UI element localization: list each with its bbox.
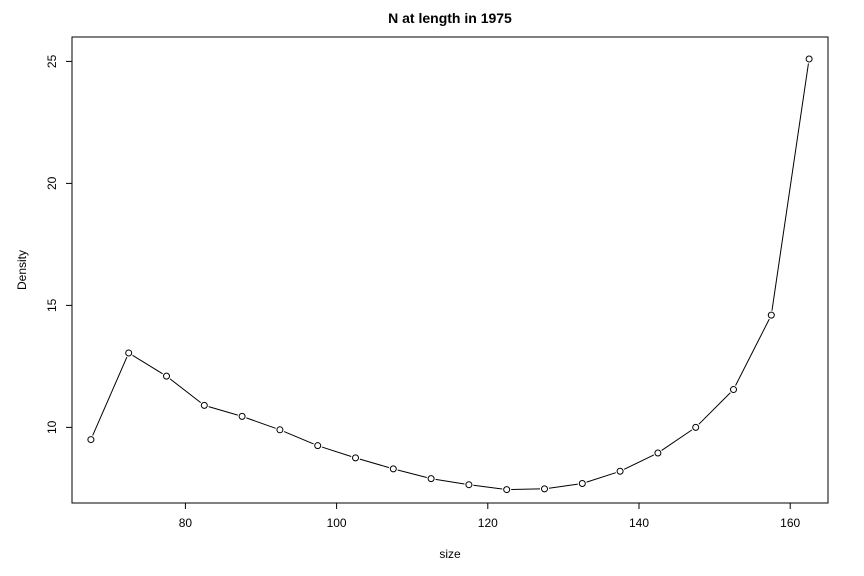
data-point <box>730 386 737 394</box>
line-segment <box>473 484 503 490</box>
line-segment <box>698 392 731 425</box>
data-point <box>616 467 624 475</box>
chart-title: N at length in 1975 <box>388 10 512 26</box>
line-segment <box>623 454 655 470</box>
data-point <box>503 486 511 494</box>
x-tick-label: 80 <box>179 516 193 530</box>
x-tick-label: 100 <box>327 516 347 530</box>
y-tick-label: 25 <box>45 54 59 68</box>
line-segment <box>548 483 578 489</box>
y-tick-label: 15 <box>45 298 59 312</box>
line-segment <box>132 354 163 375</box>
data-point <box>578 479 586 487</box>
data-point <box>654 449 662 457</box>
x-tick-label: 160 <box>780 516 800 530</box>
line-segment <box>771 63 809 311</box>
data-point <box>427 475 435 483</box>
line-segment <box>435 478 465 485</box>
data-point <box>87 436 95 444</box>
line-segment <box>511 488 541 490</box>
x-tick-label: 140 <box>629 516 649 530</box>
data-point <box>314 442 322 450</box>
y-tick-label: 10 <box>45 420 59 434</box>
line-segment <box>661 429 693 451</box>
data-point <box>163 372 170 380</box>
data-points <box>87 55 813 494</box>
y-axis-label: Density <box>15 250 29 290</box>
line-segment <box>397 469 427 478</box>
y-axis: 10 15 20 25 <box>45 54 73 434</box>
x-axis-label: size <box>439 547 461 561</box>
data-point <box>389 465 397 473</box>
data-point <box>767 311 775 319</box>
data-point <box>541 485 548 493</box>
series-line <box>92 63 809 490</box>
line-segment <box>321 446 352 457</box>
data-point <box>692 423 700 431</box>
line-segment <box>169 378 202 404</box>
data-point <box>200 401 208 409</box>
line-segment <box>246 417 276 429</box>
line-segment <box>586 472 616 483</box>
x-tick-label: 120 <box>478 516 498 530</box>
line-segment <box>283 431 314 445</box>
y-tick-label: 20 <box>45 176 59 190</box>
data-point <box>125 349 133 357</box>
line-segment <box>208 406 238 416</box>
data-point <box>238 412 246 420</box>
x-axis: 80 100 120 140 160 <box>179 502 801 530</box>
data-point <box>352 454 359 462</box>
data-point <box>276 426 284 434</box>
line-segment <box>359 458 390 469</box>
line-segment <box>735 318 770 386</box>
plot-frame <box>71 36 829 504</box>
data-point <box>805 55 813 63</box>
line-segment <box>92 356 128 436</box>
data-point <box>465 481 473 489</box>
